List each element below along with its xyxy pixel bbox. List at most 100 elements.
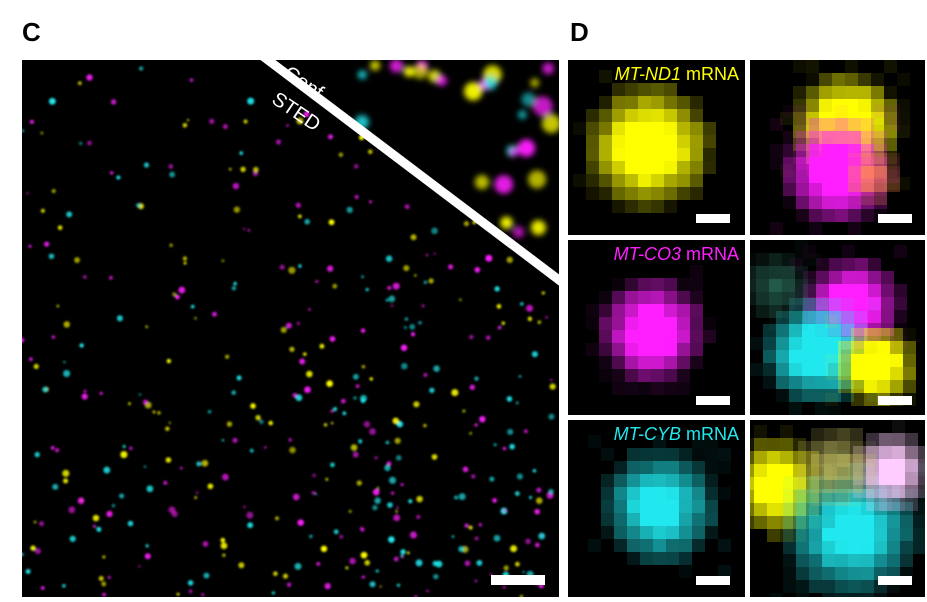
pixel <box>756 305 769 318</box>
fluorescent-spot <box>63 321 71 328</box>
confocal-spot <box>436 75 448 86</box>
fluorescent-spot <box>188 589 193 594</box>
fluorescent-spot <box>385 255 393 262</box>
fluorescent-spot <box>350 444 358 451</box>
pixel <box>612 317 625 330</box>
pixel <box>890 367 903 380</box>
fluorescent-spot <box>276 139 282 145</box>
fluorescent-spot <box>374 456 378 460</box>
fluorescent-spot <box>468 525 473 530</box>
pixel <box>703 161 716 174</box>
pixel <box>767 503 780 516</box>
pixel <box>848 541 861 554</box>
pixel <box>601 513 614 526</box>
pixel <box>828 298 841 311</box>
fluorescent-spot <box>62 584 66 588</box>
fluorescent-spot <box>221 438 225 442</box>
panel-label-d: D <box>570 17 589 47</box>
pixel <box>666 513 679 526</box>
pixel <box>653 474 666 487</box>
pixel <box>625 278 638 291</box>
fluorescent-spot <box>462 409 466 413</box>
pixel <box>894 284 907 297</box>
pixel <box>851 341 864 354</box>
pixel <box>890 380 903 393</box>
pixel <box>874 192 887 205</box>
pixel <box>809 183 822 196</box>
fluorescent-spot <box>34 548 41 555</box>
fluorescent-spot <box>143 162 150 168</box>
pixel <box>841 298 854 311</box>
confocal-spot <box>357 70 367 80</box>
pixel <box>838 354 851 367</box>
pixel <box>874 593 887 597</box>
pixel <box>599 291 612 304</box>
fluorescent-spot <box>176 592 180 596</box>
pixel <box>770 144 783 157</box>
pixel <box>871 73 884 86</box>
pixel <box>848 567 861 580</box>
pixel <box>677 278 690 291</box>
pixel <box>811 480 824 493</box>
pixel <box>625 161 638 174</box>
pixel <box>825 393 838 406</box>
pixel <box>612 343 625 356</box>
fluorescent-spot <box>393 514 401 522</box>
fluorescent-spot <box>48 253 55 260</box>
pixel <box>664 135 677 148</box>
pixel <box>877 354 890 367</box>
fluorescent-spot <box>510 545 518 553</box>
fluorescent-spot <box>315 280 319 283</box>
confocal-spot <box>530 78 540 88</box>
pixel <box>692 461 705 474</box>
fluorescent-spot <box>225 354 230 359</box>
pixel <box>599 187 612 200</box>
fluorescent-spot <box>474 423 478 427</box>
pixel <box>599 174 612 187</box>
fluorescent-spot <box>116 175 121 180</box>
fluorescent-spot <box>485 254 493 262</box>
confocal-spot <box>412 64 428 80</box>
pixel <box>783 502 796 515</box>
fluorescent-spot <box>503 565 509 571</box>
pixel <box>769 266 782 279</box>
fluorescent-spot <box>103 466 111 474</box>
fluorescent-spot <box>360 328 366 333</box>
pixel <box>835 170 848 183</box>
pixel <box>874 131 887 144</box>
fluorescent-spot <box>231 285 237 291</box>
pixel <box>881 310 894 323</box>
pixel <box>783 105 796 118</box>
fluorescent-spot <box>98 575 104 582</box>
pixel <box>666 487 679 500</box>
fluorescent-spot <box>62 469 70 477</box>
pixel <box>586 174 599 187</box>
fluorescent-spot <box>469 334 474 340</box>
fluorescent-spot <box>474 266 481 273</box>
pixel <box>861 179 874 192</box>
fluorescent-spot <box>409 531 418 539</box>
pixel <box>835 183 848 196</box>
pixel <box>825 315 838 328</box>
pixel <box>789 402 802 415</box>
fluorescent-spot <box>404 317 409 321</box>
pixel <box>754 477 767 490</box>
pixel <box>871 86 884 99</box>
fluorescent-spot <box>247 522 254 529</box>
fluorescent-spot <box>416 514 421 520</box>
pixel <box>851 328 864 341</box>
fluorescent-spot <box>506 396 513 402</box>
fluorescent-spot <box>175 294 180 300</box>
pixel <box>783 515 796 528</box>
pixel <box>837 467 850 480</box>
pixel <box>879 498 892 511</box>
pixel <box>887 528 900 541</box>
pixel <box>651 122 664 135</box>
pixel <box>835 515 848 528</box>
pixel <box>822 170 835 183</box>
pixel <box>750 292 756 305</box>
pixel <box>905 498 918 511</box>
pixel <box>828 337 841 350</box>
pixel <box>835 157 848 170</box>
pixel <box>651 317 664 330</box>
